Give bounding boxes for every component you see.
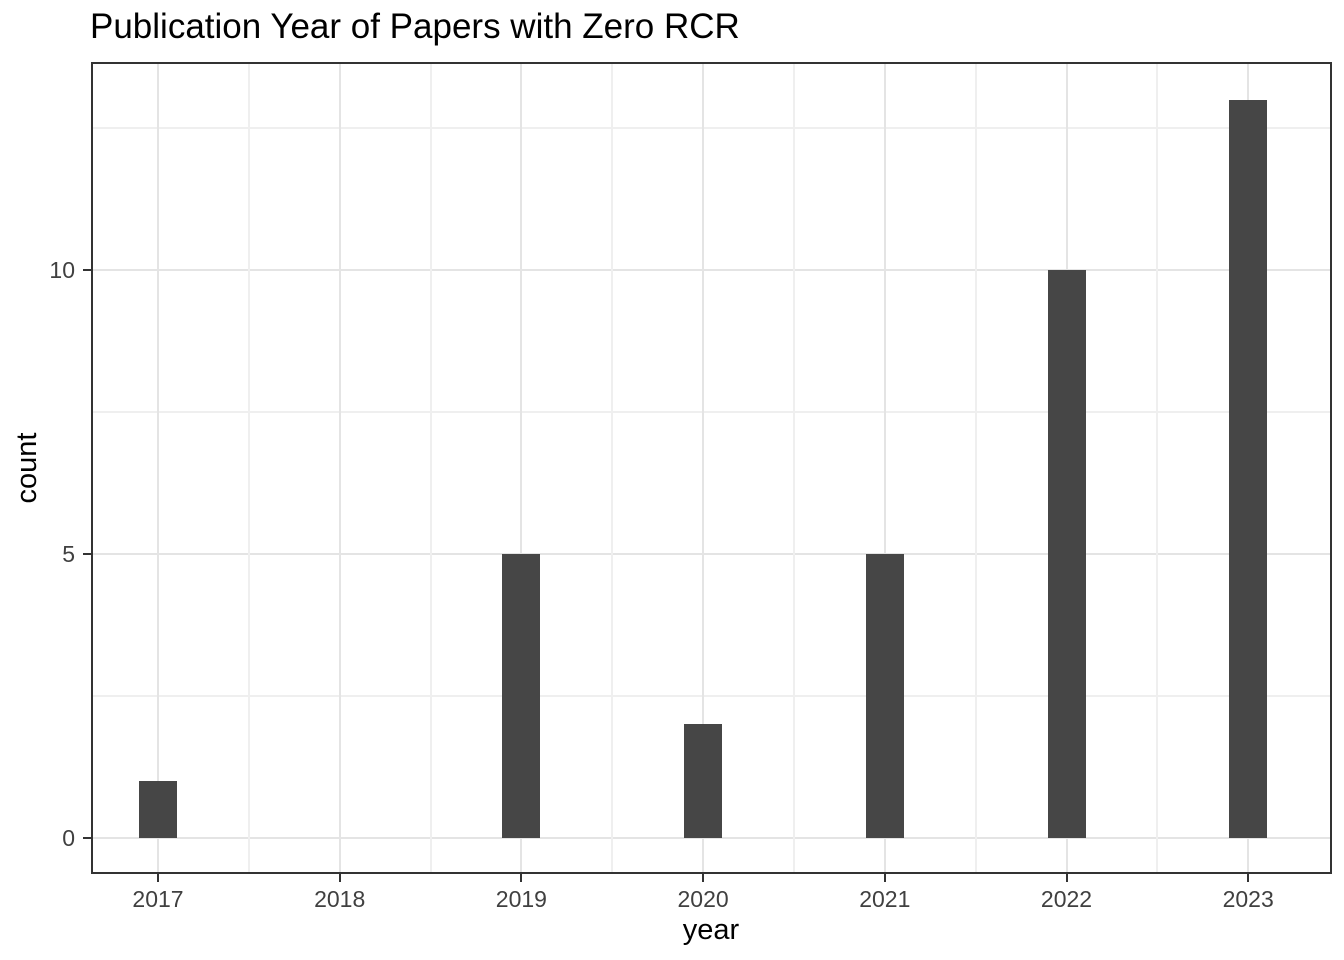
bar-2017 xyxy=(139,781,177,838)
x-axis-tick-label: 2019 xyxy=(495,886,547,912)
gridline-major-horizontal xyxy=(91,269,1332,271)
gridline-major-vertical xyxy=(520,62,523,874)
x-axis-tick-label: 2017 xyxy=(132,886,184,912)
bar-2023 xyxy=(1229,99,1268,838)
bar-2020 xyxy=(684,724,723,838)
bar-2019 xyxy=(502,554,541,838)
gridline-major-horizontal xyxy=(91,553,1332,555)
x-axis-tick xyxy=(157,874,159,882)
gridline-minor-vertical xyxy=(1156,62,1159,874)
x-axis-tick-label: 2018 xyxy=(314,886,366,912)
gridline-minor-vertical xyxy=(792,62,795,874)
y-axis-tick xyxy=(83,269,91,271)
gridline-minor-vertical xyxy=(974,62,977,874)
plot-panel xyxy=(91,62,1332,874)
x-axis-tick xyxy=(520,874,523,882)
y-axis-tick xyxy=(83,553,91,555)
bar-2022 xyxy=(1047,270,1086,838)
y-axis-tick xyxy=(83,837,91,839)
gridline-major-horizontal xyxy=(91,837,1332,839)
x-axis-tick-label: 2021 xyxy=(859,886,911,912)
gridline-minor-vertical xyxy=(247,62,250,874)
panel-border xyxy=(91,62,1332,874)
x-axis-tick xyxy=(883,874,886,882)
gridline-minor-vertical xyxy=(611,62,614,874)
y-axis-tick-label: 10 xyxy=(49,257,75,283)
x-axis-title: year xyxy=(682,914,740,946)
gridline-major-vertical xyxy=(338,62,341,874)
x-axis-tick xyxy=(1247,874,1250,882)
x-axis-tick xyxy=(338,874,341,882)
gridline-minor-horizontal xyxy=(91,695,1332,697)
gridline-minor-horizontal xyxy=(91,127,1332,129)
gridline-minor-vertical xyxy=(429,62,432,874)
x-axis-tick-label: 2023 xyxy=(1222,886,1274,912)
x-axis-tick xyxy=(1065,874,1068,882)
chart-title: Publication Year of Papers with Zero RCR xyxy=(90,7,740,46)
x-axis-tick xyxy=(702,874,705,882)
gridline-minor-horizontal xyxy=(91,411,1332,413)
bar-2021 xyxy=(865,554,904,838)
gridline-major-vertical xyxy=(702,62,705,874)
gridline-major-vertical xyxy=(883,62,886,874)
x-axis-tick-label: 2020 xyxy=(677,886,729,912)
x-axis-tick-label: 2022 xyxy=(1040,886,1093,912)
y-axis-tick-label: 0 xyxy=(62,825,75,851)
y-axis-tick-label: 5 xyxy=(62,541,75,567)
gridline-major-vertical xyxy=(157,62,159,874)
